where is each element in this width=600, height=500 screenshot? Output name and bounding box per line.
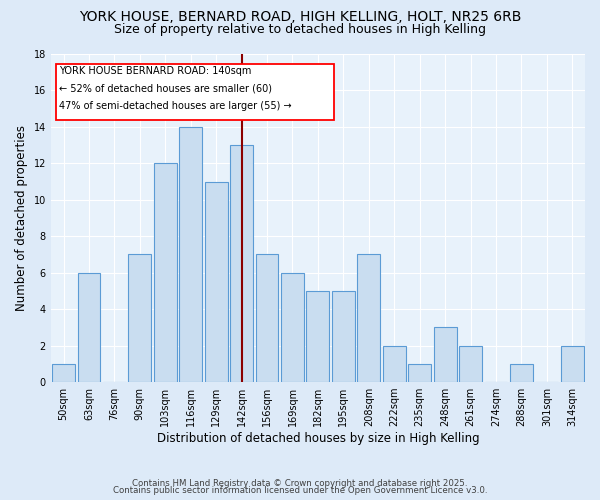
X-axis label: Distribution of detached houses by size in High Kelling: Distribution of detached houses by size … — [157, 432, 479, 445]
Bar — [332, 291, 355, 382]
Text: YORK HOUSE BERNARD ROAD: 140sqm: YORK HOUSE BERNARD ROAD: 140sqm — [59, 66, 251, 76]
Text: Contains public sector information licensed under the Open Government Licence v3: Contains public sector information licen… — [113, 486, 487, 495]
Bar — [52, 364, 75, 382]
Bar — [77, 272, 100, 382]
Bar — [434, 328, 457, 382]
Bar — [408, 364, 431, 382]
Bar — [281, 272, 304, 382]
Bar — [561, 346, 584, 382]
Text: YORK HOUSE, BERNARD ROAD, HIGH KELLING, HOLT, NR25 6RB: YORK HOUSE, BERNARD ROAD, HIGH KELLING, … — [79, 10, 521, 24]
Bar — [230, 145, 253, 382]
Bar — [510, 364, 533, 382]
Bar — [128, 254, 151, 382]
Bar — [383, 346, 406, 382]
Bar — [179, 127, 202, 382]
Text: Size of property relative to detached houses in High Kelling: Size of property relative to detached ho… — [114, 22, 486, 36]
Text: Contains HM Land Registry data © Crown copyright and database right 2025.: Contains HM Land Registry data © Crown c… — [132, 478, 468, 488]
Bar — [205, 182, 227, 382]
Bar — [256, 254, 278, 382]
Y-axis label: Number of detached properties: Number of detached properties — [15, 125, 28, 311]
Bar — [358, 254, 380, 382]
Bar — [459, 346, 482, 382]
Bar — [154, 164, 177, 382]
Text: 47% of semi-detached houses are larger (55) →: 47% of semi-detached houses are larger (… — [59, 101, 292, 111]
Bar — [307, 291, 329, 382]
Text: ← 52% of detached houses are smaller (60): ← 52% of detached houses are smaller (60… — [59, 84, 272, 94]
